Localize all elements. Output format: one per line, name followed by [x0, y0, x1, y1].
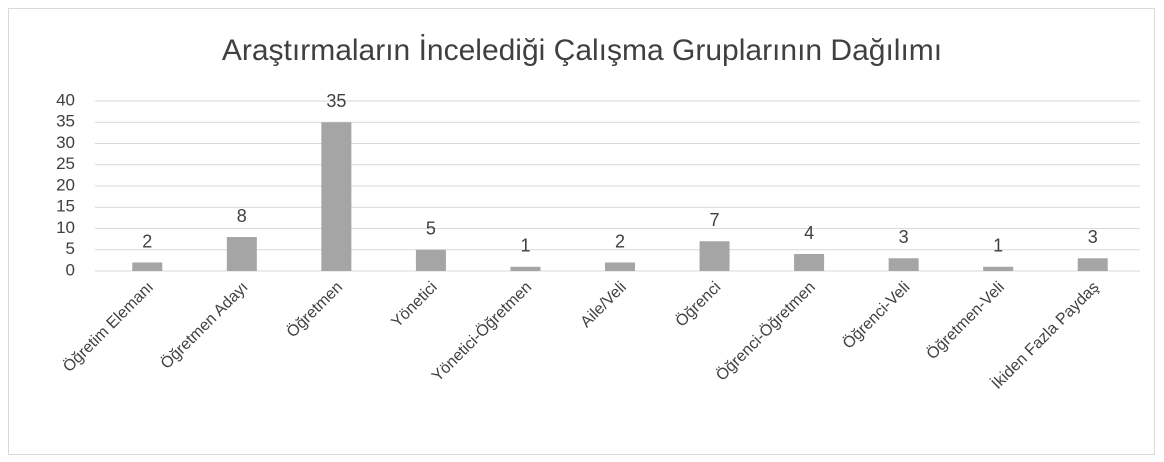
chart-border — [8, 8, 1155, 455]
bar — [983, 266, 1014, 271]
bar — [1077, 258, 1108, 271]
y-tick-label: 35 — [56, 112, 75, 131]
y-tick-label: 30 — [56, 133, 75, 152]
data-label: 2 — [142, 231, 152, 251]
chart-title: Araştırmaların İncelediği Çalışma Grupla… — [222, 34, 942, 67]
y-tick-label: 5 — [66, 239, 75, 258]
bar — [226, 237, 257, 271]
data-label: 4 — [804, 223, 814, 243]
data-label: 2 — [615, 231, 625, 251]
bar — [888, 258, 919, 271]
data-label: 3 — [899, 227, 909, 247]
bar — [605, 262, 635, 271]
bar — [321, 122, 352, 271]
data-label: 8 — [237, 206, 247, 226]
data-label: 7 — [710, 210, 720, 230]
y-tick-label: 25 — [56, 154, 75, 173]
bar — [699, 241, 730, 271]
y-tick-label: 40 — [56, 90, 75, 109]
bar — [794, 254, 825, 271]
y-tick-label: 10 — [56, 218, 75, 237]
bar — [415, 249, 446, 271]
y-tick-label: 20 — [56, 175, 75, 194]
data-label: 35 — [326, 91, 346, 111]
bar — [132, 262, 163, 271]
y-tick-label: 0 — [66, 260, 75, 279]
data-label: 5 — [426, 219, 436, 239]
data-label: 3 — [1088, 227, 1098, 247]
data-label: 1 — [993, 236, 1003, 256]
data-label: 1 — [520, 236, 530, 256]
bar — [510, 266, 541, 271]
y-tick-label: 15 — [56, 197, 75, 216]
